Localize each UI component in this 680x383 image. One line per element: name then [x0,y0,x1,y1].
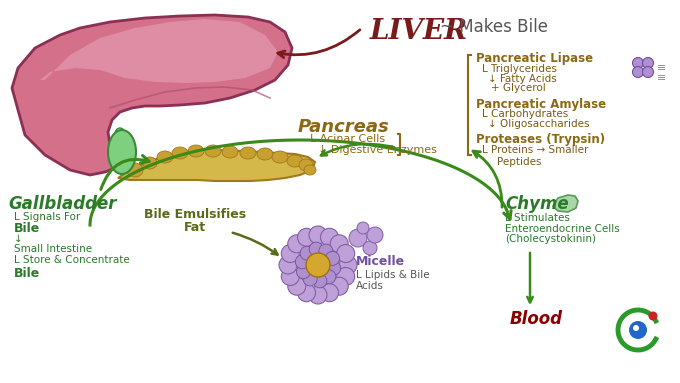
Text: ↓ Oligosaccharides: ↓ Oligosaccharides [488,119,590,129]
Circle shape [313,274,327,288]
Text: ↓ Fatty Acids: ↓ Fatty Acids [488,74,557,84]
Ellipse shape [205,145,221,157]
Text: ↓ Digestive Enzymes: ↓ Digestive Enzymes [318,145,437,155]
Text: Small Intestine: Small Intestine [14,244,92,254]
Polygon shape [40,19,278,83]
FancyArrowPatch shape [233,233,277,255]
Text: L Lipids & Bile: L Lipids & Bile [356,270,430,280]
Circle shape [309,242,323,256]
Text: L Signals For: L Signals For [14,212,80,222]
Circle shape [632,67,643,77]
Circle shape [643,57,653,69]
Ellipse shape [299,159,313,171]
Circle shape [319,244,333,258]
Circle shape [282,244,299,262]
Ellipse shape [272,151,288,163]
Ellipse shape [157,151,173,163]
Polygon shape [12,15,292,175]
Text: Pancreas: Pancreas [298,118,390,136]
Circle shape [279,256,297,274]
Circle shape [298,228,316,246]
Text: ≡: ≡ [657,63,666,73]
Circle shape [282,267,299,285]
Text: + Glycerol: + Glycerol [491,83,546,93]
Circle shape [367,227,383,243]
Circle shape [643,67,653,77]
Circle shape [330,235,348,253]
Circle shape [320,228,339,246]
Text: ↓: ↓ [14,234,22,244]
Circle shape [337,267,355,285]
Circle shape [306,253,330,277]
FancyArrowPatch shape [321,144,394,155]
Text: L Stimulates: L Stimulates [505,213,570,223]
Text: Bile: Bile [14,222,40,235]
Text: L Acinar Cells: L Acinar Cells [310,134,385,144]
Polygon shape [553,195,578,212]
Text: L Proteins → Smaller: L Proteins → Smaller [482,145,588,155]
Circle shape [295,255,309,269]
Ellipse shape [287,155,303,167]
Circle shape [363,241,377,255]
Circle shape [330,277,348,295]
Text: ≡: ≡ [657,73,666,83]
Circle shape [300,246,314,260]
Circle shape [303,272,317,286]
Circle shape [357,222,369,234]
FancyArrowPatch shape [527,253,532,303]
Text: (Cholecystokinin): (Cholecystokinin) [505,234,596,244]
Text: ~ Makes Bile: ~ Makes Bile [440,18,548,36]
Text: Proteases (Trypsin): Proteases (Trypsin) [476,133,605,146]
Text: Pancreatic Lipase: Pancreatic Lipase [476,52,593,65]
Ellipse shape [240,147,256,159]
FancyArrowPatch shape [101,155,149,189]
Circle shape [629,321,647,339]
Circle shape [288,277,306,295]
Circle shape [322,270,336,284]
Circle shape [288,235,306,253]
Text: LIVER: LIVER [370,18,469,45]
Ellipse shape [143,157,157,169]
Circle shape [326,261,341,275]
Ellipse shape [127,163,143,177]
Text: Enteroendocrine Cells: Enteroendocrine Cells [505,224,619,234]
Text: L Carbohydrates: L Carbohydrates [482,109,568,119]
Text: L Triglycerides: L Triglycerides [482,64,557,74]
Text: Micelle: Micelle [356,255,405,268]
Circle shape [309,226,327,244]
Text: Bile: Bile [14,267,40,280]
Circle shape [296,265,311,279]
Text: Peptides: Peptides [497,157,541,167]
Ellipse shape [304,165,316,175]
Text: Chyme: Chyme [505,195,568,213]
Circle shape [339,256,357,274]
Circle shape [633,325,639,331]
Text: Pancreatic Amylase: Pancreatic Amylase [476,98,606,111]
Text: Blood: Blood [510,310,563,328]
Ellipse shape [115,128,125,140]
Text: Fat: Fat [184,221,206,234]
Ellipse shape [172,147,188,159]
Ellipse shape [188,145,204,157]
Circle shape [309,286,327,304]
Circle shape [349,229,367,247]
FancyArrowPatch shape [473,151,502,207]
Circle shape [649,311,658,321]
Text: Gallbladder: Gallbladder [8,195,116,213]
Circle shape [298,284,316,302]
Ellipse shape [108,130,136,174]
Circle shape [326,251,339,265]
Ellipse shape [257,148,273,160]
Circle shape [320,284,339,302]
FancyArrowPatch shape [278,30,360,57]
Circle shape [632,57,643,69]
Polygon shape [118,150,315,181]
Ellipse shape [222,146,238,158]
Circle shape [337,244,355,262]
Text: L Store & Concentrate: L Store & Concentrate [14,255,130,265]
Text: Acids: Acids [356,281,384,291]
Text: Bile Emulsifies: Bile Emulsifies [144,208,246,221]
FancyArrowPatch shape [504,211,511,219]
